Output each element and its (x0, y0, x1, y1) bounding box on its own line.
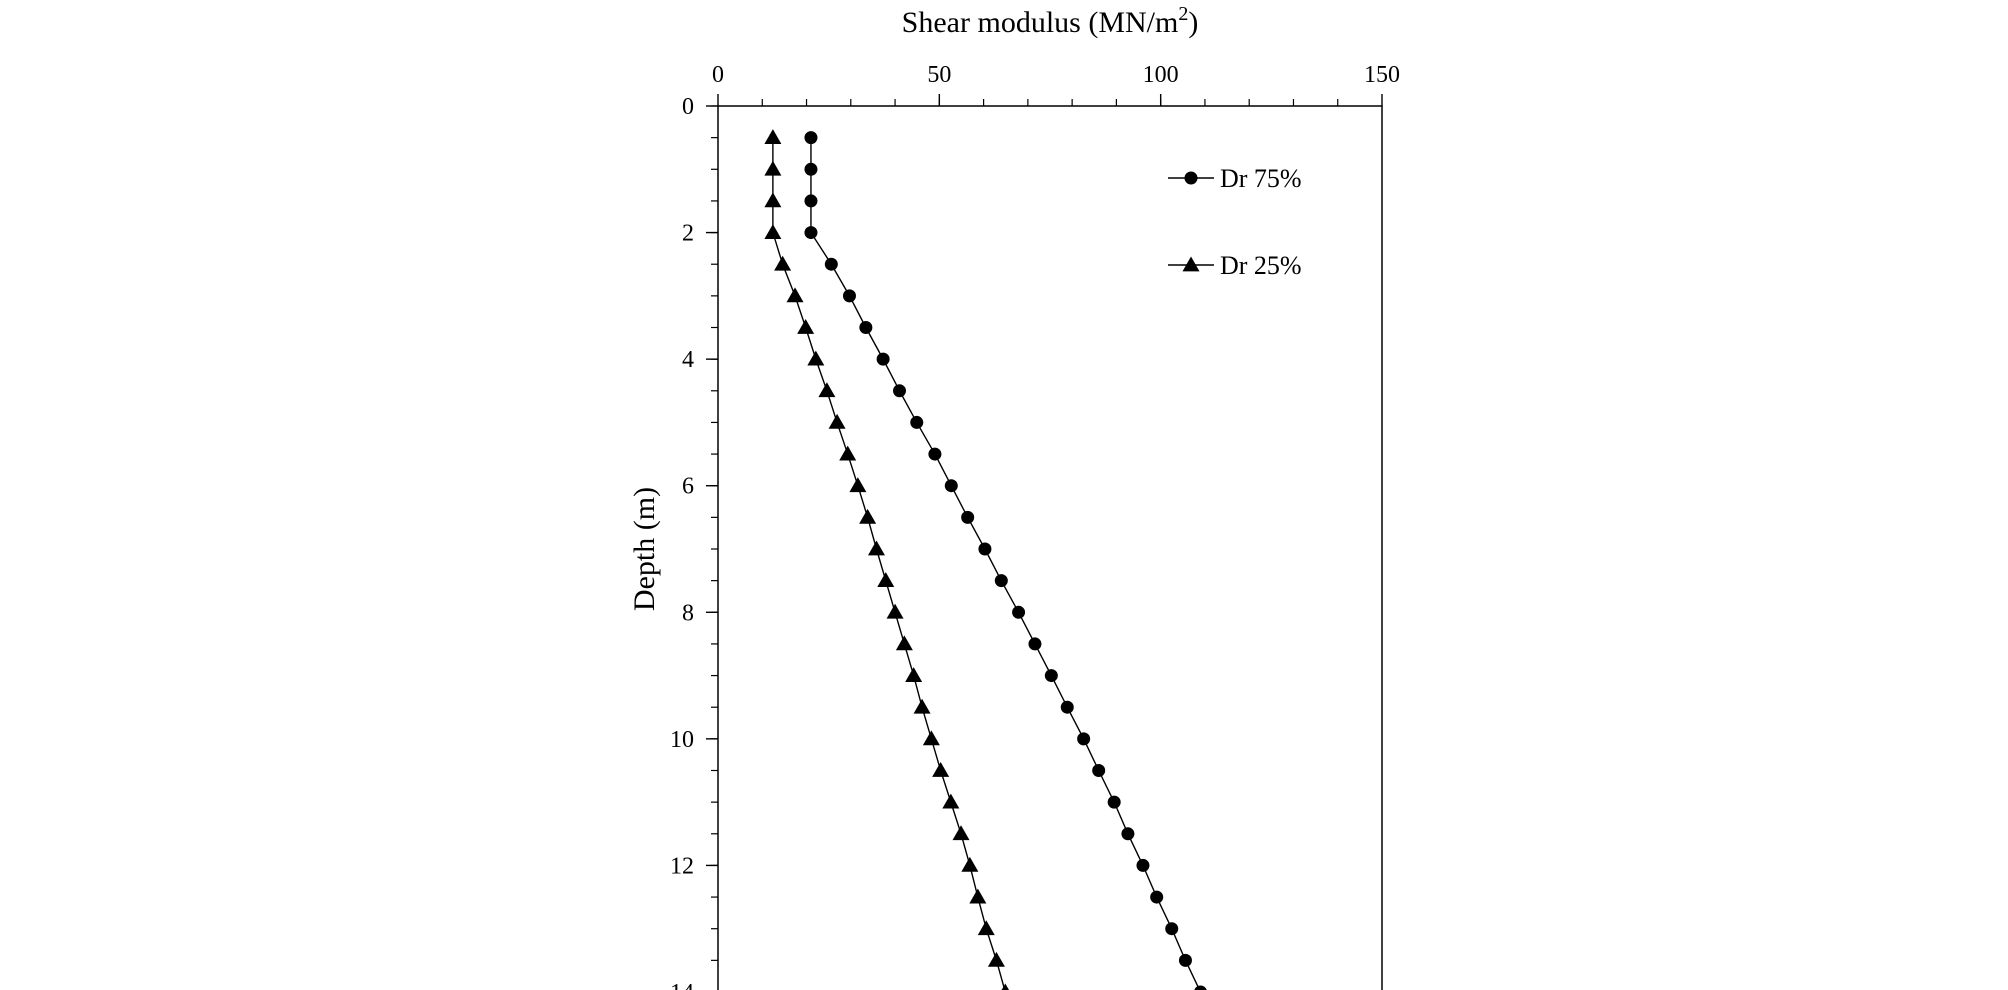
series-2-point (922, 730, 940, 746)
legend-marker (1184, 171, 1198, 185)
series-2-point (895, 635, 913, 651)
series-1-point (804, 131, 818, 145)
series-1-point (1077, 732, 1091, 746)
series-2-point (977, 920, 995, 936)
series-1-point (961, 510, 975, 524)
series-1-point (824, 257, 838, 271)
series-2-point (932, 762, 950, 777)
x-axis-title-superscript: 2 (1178, 3, 1188, 25)
x-tick-label: 50 (927, 62, 951, 88)
series-1-point (1150, 890, 1164, 904)
series-1-point (1060, 700, 1074, 714)
series-2-point (839, 445, 857, 461)
series-2-point (886, 603, 904, 619)
series-2-point (828, 413, 846, 429)
series-2-point (818, 382, 836, 398)
series-2-point (797, 319, 815, 334)
x-tick-label: 100 (1143, 62, 1179, 88)
legend-label: Dr 75% (1220, 164, 1302, 193)
x-axis-title: Shear modulus (MN/m2) (902, 3, 1199, 39)
series-2-point (1001, 983, 1010, 990)
series-1-point (1028, 637, 1042, 651)
series-2-point (969, 888, 987, 904)
legend-entry: Dr 75% (1168, 164, 1302, 193)
series-2 (764, 129, 1010, 990)
legend-label: Dr 25% (1220, 251, 1302, 280)
series-2-point (867, 540, 885, 556)
series-1-point (876, 352, 890, 366)
series-2-point (987, 951, 1005, 967)
y-tick-label: 12 (670, 853, 694, 879)
series-2-point (859, 508, 877, 524)
y-tick-label: 0 (682, 94, 694, 120)
series-1-point (892, 384, 906, 398)
y-tick-label: 8 (682, 600, 694, 626)
x-tick-label: 0 (712, 62, 724, 88)
series-2-point (913, 698, 931, 714)
series-2-point (877, 572, 895, 588)
series-1-line (810, 137, 1201, 990)
series-2-point (764, 129, 782, 145)
y-axis-title: Depth (m) (628, 487, 661, 611)
series-1-point (928, 447, 942, 461)
legend: Dr 75% Dr 25% (1168, 164, 1302, 280)
series-2-point (905, 667, 923, 682)
series-1-point (978, 542, 992, 556)
series-1-point (1107, 795, 1121, 809)
series-2-point (942, 793, 960, 809)
series-1-point (804, 162, 818, 176)
plot-area (717, 105, 1383, 990)
series-1-point (842, 289, 856, 303)
series-2-line (772, 137, 1006, 990)
y-tick-label: 10 (670, 727, 694, 753)
legend-entry: Dr 25% (1168, 251, 1302, 280)
series-2-point (952, 825, 970, 841)
series-1-point (1178, 953, 1192, 967)
y-tick-label: 4 (682, 347, 694, 373)
series-2-point (764, 224, 782, 239)
series-1-point (1136, 858, 1150, 872)
series-2-point (961, 856, 979, 872)
y-tick-label: 14 (670, 980, 694, 990)
series-2-point (807, 350, 825, 366)
series-1 (804, 131, 1207, 990)
series-1-point (1092, 764, 1106, 777)
series-2-point (764, 160, 782, 176)
x-axis: 0 50 100 150 (712, 62, 1400, 106)
series-1-point (804, 194, 818, 208)
series-1-point (859, 321, 873, 334)
legend-marker (1182, 256, 1200, 272)
series-1-point (994, 574, 1008, 588)
x-axis-title-end: ) (1188, 6, 1198, 39)
series-1-point (1121, 827, 1135, 841)
y-tick-label: 6 (682, 474, 694, 500)
series-2-point (774, 255, 792, 271)
series-1-point (944, 479, 958, 493)
series-1-point (1012, 605, 1026, 619)
series-2-point (849, 477, 867, 493)
series-1-point (910, 415, 924, 429)
series-1-point (1194, 985, 1207, 990)
y-axis: 0 2 4 6 8 10 12 14 (670, 94, 718, 990)
y-tick-label: 2 (682, 221, 694, 247)
series-1-point (1165, 922, 1179, 936)
series-2-point (786, 287, 804, 303)
series-1-point (1044, 669, 1058, 683)
series-layer (764, 129, 1207, 990)
series-1-point (804, 226, 818, 240)
series-2-point (764, 192, 782, 208)
x-tick-label: 150 (1364, 62, 1400, 88)
